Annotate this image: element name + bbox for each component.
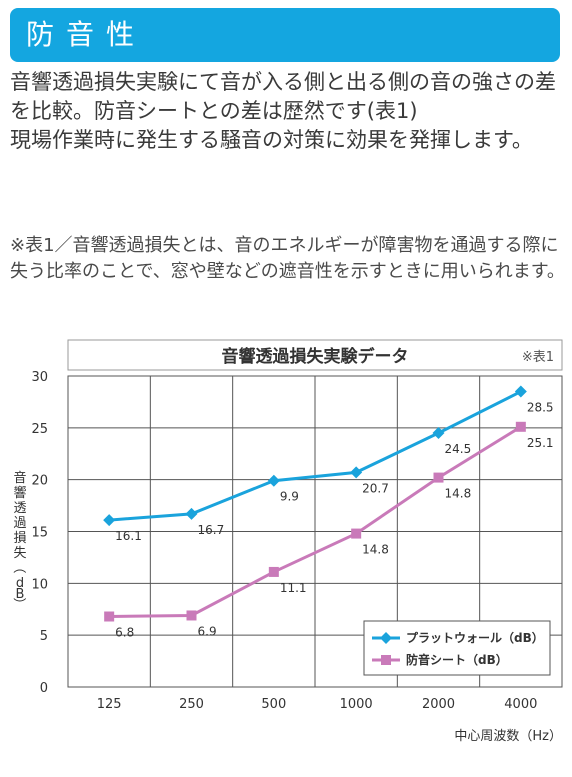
data-label: 24.5: [445, 442, 472, 456]
transmission-loss-chart: 音響透過損失実験データ ※表1 0 5 10 15 20 25 30 125 250 500 10…: [11, 339, 563, 744]
data-label: 16.7: [198, 523, 225, 537]
x-tick-label: 500: [261, 697, 286, 712]
data-label: 28.5: [527, 401, 554, 415]
y-axis-title-char: ）: [11, 597, 26, 610]
data-label: 20.7: [362, 481, 389, 495]
series-line: [109, 425, 522, 619]
section-header: 防音性: [10, 8, 560, 62]
y-axis-title-char: 過: [13, 516, 26, 531]
y-axis-title-char: 損: [13, 531, 26, 546]
y-tick-label: 20: [31, 474, 48, 489]
data-label: 6.9: [198, 624, 217, 638]
y-tick-label: 15: [31, 526, 48, 541]
x-axis-ticks: 125 250 500 1000 2000 4000: [97, 697, 538, 712]
footnote-text: ※表1／音響透過損失とは、音のエネルギーが障害物を通過する際に失う比率のことで、…: [10, 235, 565, 282]
y-axis-title-char: （: [11, 560, 26, 573]
data-point: [350, 466, 363, 479]
data-label: 14.8: [362, 543, 389, 557]
x-tick-label: 250: [179, 697, 204, 712]
data-point: [186, 610, 197, 621]
description-paragraph-2: 現場作業時に発生する騒音の対策に効果を発揮します。: [10, 128, 533, 152]
data-point: [351, 528, 362, 539]
data-point: [103, 514, 116, 527]
y-axis-title: 音響透過損失（ dB）: [11, 470, 27, 611]
chart-note: ※表1: [522, 350, 554, 365]
data-point: [104, 611, 115, 622]
y-axis-ticks: 0 5 10 15 20 25 30: [31, 370, 48, 696]
x-tick-label: 4000: [504, 697, 537, 712]
series-line: [109, 390, 522, 522]
y-axis-title-char: 透: [13, 501, 26, 516]
data-point: [515, 421, 526, 432]
data-label: 9.9: [280, 490, 299, 504]
legend-marker: [380, 632, 392, 644]
data-label: 14.8: [445, 487, 472, 501]
y-axis-title-char: B: [16, 587, 25, 602]
legend-label: プラットウォール（dB）: [406, 630, 544, 645]
x-tick-label: 1000: [340, 697, 373, 712]
legend-marker: [381, 655, 391, 665]
x-tick-label: 125: [97, 697, 122, 712]
data-label: 25.1: [527, 436, 554, 450]
series-layer: 16.1 16.7 9.9 20.7 24.5 28.5 6.8 6.9 11.1 14.8 14.…: [103, 385, 554, 640]
legend-label: 防音シート（dB）: [406, 652, 508, 667]
y-axis-title-char: 響: [13, 485, 26, 501]
chart-title: 音響透過損失実験データ: [222, 346, 409, 367]
description-paragraph-1: 音響透過損失実験にて音が入る側と出る側の音の強さの差を比較。防音シートとの差は歴…: [10, 70, 556, 123]
y-axis-title-char: 音: [13, 470, 26, 486]
data-point: [432, 427, 445, 440]
y-tick-label: 30: [31, 370, 48, 385]
y-tick-label: 25: [31, 422, 48, 437]
data-point: [514, 385, 527, 398]
chart-title-box: [67, 339, 563, 371]
data-label: 11.1: [280, 581, 307, 595]
data-point: [433, 472, 444, 483]
y-tick-label: 5: [40, 629, 48, 644]
x-tick-label: 2000: [422, 697, 455, 712]
y-tick-label: 10: [31, 577, 48, 592]
y-axis-title-char: 失: [13, 546, 26, 561]
data-label: 16.1: [115, 529, 142, 543]
data-label: 6.8: [115, 626, 134, 640]
description-text: 音響透過損失実験にて音が入る側と出る側の音の強さの差を比較。防音シートとの差は歴…: [10, 68, 566, 155]
x-axis-title: 中心周波数（Hz）: [454, 729, 562, 744]
legend-box: [363, 620, 551, 676]
footnote: ※表1／音響透過損失とは、音のエネルギーが障害物を通過する際に失う比率のことで、…: [10, 233, 566, 284]
chart-legend: プラットウォール（dB） 防音シート（dB）: [363, 620, 551, 676]
data-point: [268, 566, 279, 577]
data-point: [267, 474, 280, 487]
y-axis-title-char: d: [16, 576, 24, 591]
data-point: [185, 507, 198, 520]
section-title: 防音性: [26, 18, 147, 51]
plot-area: [67, 375, 563, 688]
y-tick-label: 0: [40, 681, 48, 696]
